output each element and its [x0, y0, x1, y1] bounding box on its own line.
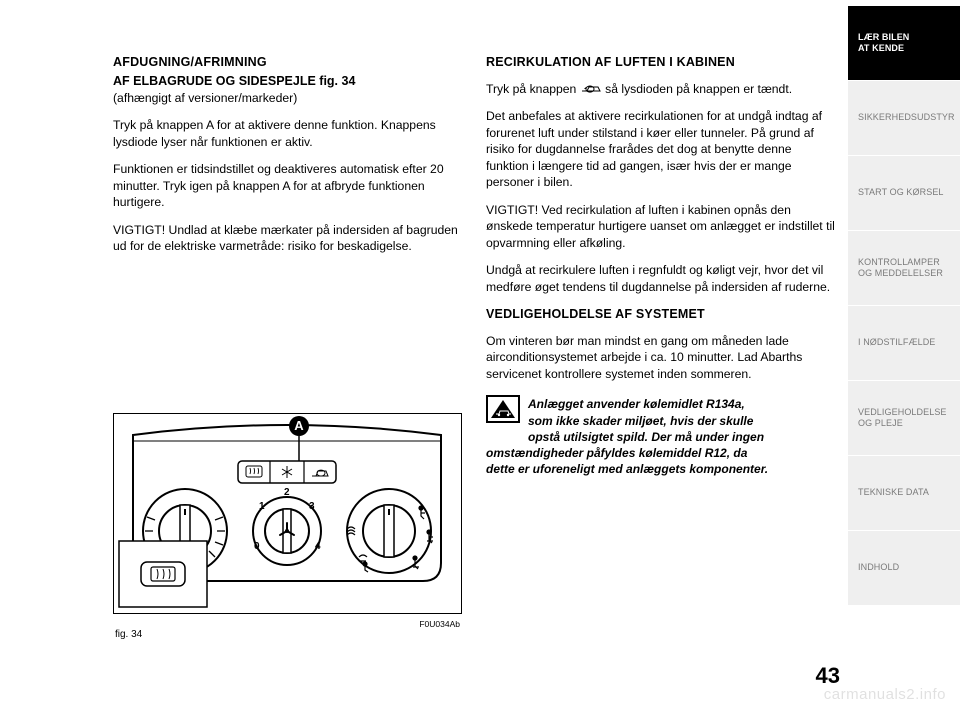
right-para-2: Det anbefales at aktivere recirkulatione…: [486, 108, 835, 190]
figure-caption-left: fig. 34: [115, 629, 142, 640]
tab-start-drive[interactable]: START OG KØRSEL: [848, 156, 960, 231]
warning-line-2: som ikke skader miljøet, hvis der skulle: [486, 413, 835, 429]
right-para-1a: Tryk på knappen: [486, 82, 580, 96]
right-para-4: Undgå at recirkulere luften i regnfuldt …: [486, 262, 835, 295]
figure-svg: A: [113, 413, 462, 627]
warning-line-1: Anlægget anvender kølemidlet R134a,: [486, 396, 835, 412]
tab-label: START OG KØRSEL: [858, 187, 944, 198]
tab-label: LÆR BILEN AT KENDE: [858, 32, 909, 55]
tab-tech-data[interactable]: TEKNISKE DATA: [848, 456, 960, 531]
figure-34: A: [113, 413, 462, 640]
watermark: carmanuals2.info: [824, 686, 946, 703]
warning-box: Anlægget anvender kølemidlet R134a, som …: [486, 393, 835, 483]
right-heading-2: VEDLIGEHOLDELSE AF SYSTEMET: [486, 306, 835, 323]
warning-line-3: opstå utilsigtet spild. Der må under ing…: [486, 429, 835, 445]
fan-1: 1: [259, 501, 265, 512]
figure-caption-right: F0U034Ab: [419, 619, 460, 630]
right-para-3: VIGTIGT! Ved recirkulation af luften i k…: [486, 202, 835, 251]
figure-caption: fig. 34 F0U034Ab: [113, 629, 462, 640]
tab-warning-lights[interactable]: KONTROLLAMPER OG MEDDELELSER: [848, 231, 960, 306]
tab-emergency[interactable]: I NØDSTILFÆLDE: [848, 306, 960, 381]
fan-3: 3: [309, 501, 315, 512]
tab-label: SIKKERHEDSUDSTYR: [858, 112, 955, 123]
right-heading-1: RECIRKULATION AF LUFTEN I KABINEN: [486, 54, 835, 71]
left-para-3: VIGTIGT! Undlad at klæbe mærkater på ind…: [113, 222, 462, 255]
sidebar-tabs: LÆR BILEN AT KENDE SIKKERHEDSUDSTYR STAR…: [848, 6, 960, 606]
tab-safety[interactable]: SIKKERHEDSUDSTYR: [848, 81, 960, 156]
tab-label: INDHOLD: [858, 562, 899, 573]
tab-know-car[interactable]: LÆR BILEN AT KENDE: [848, 6, 960, 81]
tab-maintenance[interactable]: VEDLIGEHOLDELSE OG PLEJE: [848, 381, 960, 456]
manual-page: AFDUGNING/AFRIMNING AF ELBAGRUDE OG SIDE…: [0, 0, 960, 709]
fan-4: 4: [315, 541, 321, 552]
tab-label: KONTROLLAMPER OG MEDDELELSER: [858, 257, 943, 280]
tab-label: VEDLIGEHOLDELSE OG PLEJE: [858, 407, 947, 430]
left-subnote: (afhængigt af versioner/markeder): [113, 90, 462, 106]
warning-line-5: dette er uforeneligt med anlæggets kompo…: [486, 461, 835, 477]
warning-icon: [486, 395, 520, 423]
left-heading-2: AF ELBAGRUDE OG SIDESPEJLE fig. 34: [113, 74, 355, 88]
left-para-1: Tryk på knappen A for at aktivere denne …: [113, 117, 462, 150]
tab-label: I NØDSTILFÆLDE: [858, 337, 935, 348]
recirculation-icon: [580, 84, 602, 94]
right-column: RECIRKULATION AF LUFTEN I KABINEN Tryk p…: [486, 54, 835, 654]
fan-2: 2: [284, 487, 290, 498]
left-para-2: Funktionen er tidsindstillet og deaktive…: [113, 161, 462, 210]
right-para-5: Om vinteren bør man mindst en gang om må…: [486, 333, 835, 382]
left-heading-1: AFDUGNING/AFRIMNING: [113, 54, 462, 71]
callout-A: A: [294, 418, 304, 433]
right-para-1: Tryk på knappen så lysdioden på knappen …: [486, 81, 835, 97]
fan-0: 0: [254, 541, 260, 552]
right-para-1b: så lysdioden på knappen er tændt.: [602, 82, 792, 96]
tab-index[interactable]: INDHOLD: [848, 531, 960, 606]
tab-label: TEKNISKE DATA: [858, 487, 929, 498]
warning-line-4: omstændigheder påfyldes kølemiddel R12, …: [486, 445, 835, 461]
warning-text: Anlægget anvender kølemidlet R134a, som …: [486, 396, 835, 477]
